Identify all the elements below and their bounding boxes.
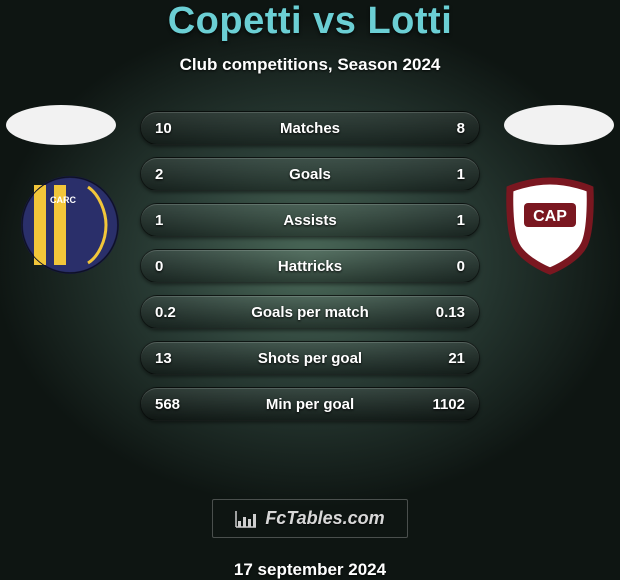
stat-left-value: 13 [155,350,195,367]
stat-label: Assists [283,212,336,229]
stat-row: 13 Shots per goal 21 [140,341,480,375]
stat-label: Hattricks [278,258,342,275]
watermark-text: FcTables.com [265,508,384,529]
stat-row: 10 Matches 8 [140,111,480,145]
stat-row: 0 Hattricks 0 [140,249,480,283]
player-photo-left [6,105,116,145]
watermark: FcTables.com [212,499,407,538]
stat-right-value: 21 [425,350,465,367]
stats-table: 10 Matches 8 2 Goals 1 1 Assists 1 0 Hat… [140,111,480,421]
stat-right-value: 1 [425,166,465,183]
footer-date: 17 september 2024 [234,560,386,580]
player-photo-right [504,105,614,145]
stat-row: 2 Goals 1 [140,157,480,191]
page-subtitle: Club competitions, Season 2024 [180,55,441,75]
stat-row: 0.2 Goals per match 0.13 [140,295,480,329]
crest-left-svg: CARC [20,175,120,275]
stat-left-value: 2 [155,166,195,183]
stat-left-value: 1 [155,212,195,229]
club-crest-left: CARC [20,175,120,275]
stat-label: Min per goal [266,396,354,413]
comparison-card: Copetti vs Lotti Club competitions, Seas… [0,0,620,580]
stat-right-value: 0.13 [425,304,465,321]
stat-left-value: 10 [155,120,195,137]
stat-left-value: 568 [155,396,195,413]
club-crest-right: CAP [500,175,600,275]
stat-row: 1 Assists 1 [140,203,480,237]
stat-label: Matches [280,120,340,137]
stat-right-value: 1 [425,212,465,229]
page-title: Copetti vs Lotti [168,0,453,43]
content-area: CARC CAP 10 Matches 8 2 Goals 1 1 [0,111,620,477]
chart-icon [235,510,257,528]
stat-left-value: 0 [155,258,195,275]
stat-right-value: 1102 [425,396,465,413]
crest-left-initials: CARC [50,195,76,205]
stat-label: Goals per match [251,304,369,321]
stat-label: Shots per goal [258,350,362,367]
stat-left-value: 0.2 [155,304,195,321]
stat-label: Goals [289,166,331,183]
crest-right-svg: CAP [500,175,600,275]
stat-right-value: 0 [425,258,465,275]
stat-row: 568 Min per goal 1102 [140,387,480,421]
crest-right-initials: CAP [533,208,567,225]
stat-right-value: 8 [425,120,465,137]
